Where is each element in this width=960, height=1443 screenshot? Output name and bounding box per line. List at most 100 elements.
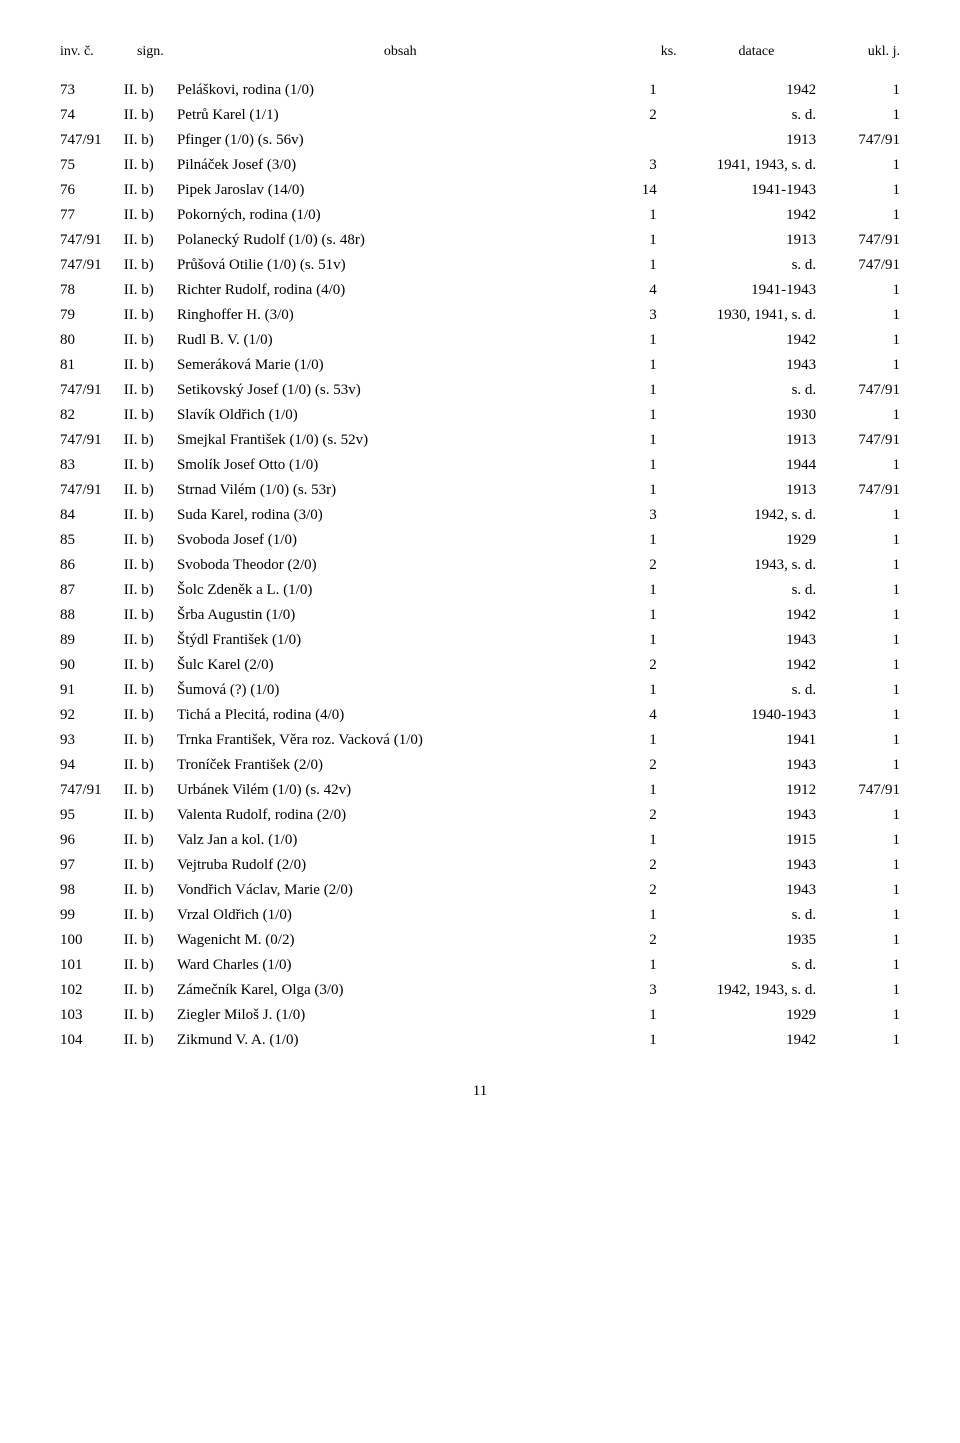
cell-inv: 79	[60, 303, 124, 328]
cell-inv: 747/91	[60, 428, 124, 453]
table-row: 79II. b)Ringhoffer H. (3/0)31930, 1941, …	[60, 303, 900, 328]
cell-datace: s. d.	[677, 253, 836, 278]
cell-ks: 4	[624, 703, 677, 728]
cell-obsah: Rudl B. V. (1/0)	[177, 328, 624, 353]
cell-sign: II. b)	[124, 103, 177, 128]
cell-ks: 1	[624, 1003, 677, 1028]
cell-ukl: 747/91	[836, 478, 900, 503]
cell-datace: 1943	[677, 803, 836, 828]
cell-inv: 78	[60, 278, 124, 303]
cell-ks: 1	[624, 528, 677, 553]
cell-ks: 1	[624, 203, 677, 228]
table-row: 93II. b)Trnka František, Věra roz. Vacko…	[60, 728, 900, 753]
cell-sign: II. b)	[124, 703, 177, 728]
cell-inv: 77	[60, 203, 124, 228]
header-sign: sign.	[124, 40, 177, 78]
header-ks: ks.	[624, 40, 677, 78]
cell-obsah: Vrzal Oldřich (1/0)	[177, 903, 624, 928]
cell-sign: II. b)	[124, 503, 177, 528]
cell-inv: 747/91	[60, 228, 124, 253]
table-row: 81II. b)Semeráková Marie (1/0)119431	[60, 353, 900, 378]
cell-ks: 2	[624, 653, 677, 678]
cell-datace: 1943	[677, 878, 836, 903]
cell-inv: 82	[60, 403, 124, 428]
cell-datace: 1912	[677, 778, 836, 803]
cell-ks: 3	[624, 978, 677, 1003]
table-row: 747/91II. b)Strnad Vilém (1/0) (s. 53r)1…	[60, 478, 900, 503]
cell-sign: II. b)	[124, 1003, 177, 1028]
cell-obsah: Pipek Jaroslav (14/0)	[177, 178, 624, 203]
cell-ukl: 1	[836, 928, 900, 953]
cell-inv: 95	[60, 803, 124, 828]
cell-sign: II. b)	[124, 353, 177, 378]
cell-inv: 90	[60, 653, 124, 678]
table-row: 87II. b)Šolc Zdeněk a L. (1/0)1s. d.1	[60, 578, 900, 603]
cell-obsah: Svoboda Josef (1/0)	[177, 528, 624, 553]
cell-datace: 1941-1943	[677, 178, 836, 203]
cell-sign: II. b)	[124, 178, 177, 203]
cell-sign: II. b)	[124, 303, 177, 328]
cell-datace: 1942	[677, 603, 836, 628]
cell-obsah: Pilnáček Josef (3/0)	[177, 153, 624, 178]
header-inv: inv. č.	[60, 40, 124, 78]
cell-inv: 94	[60, 753, 124, 778]
cell-sign: II. b)	[124, 953, 177, 978]
cell-ks: 1	[624, 253, 677, 278]
cell-obsah: Troníček František (2/0)	[177, 753, 624, 778]
cell-obsah: Polanecký Rudolf (1/0) (s. 48r)	[177, 228, 624, 253]
cell-ukl: 1	[836, 703, 900, 728]
cell-ukl: 747/91	[836, 428, 900, 453]
cell-sign: II. b)	[124, 78, 177, 103]
cell-obsah: Semeráková Marie (1/0)	[177, 353, 624, 378]
cell-datace: 1941	[677, 728, 836, 753]
cell-sign: II. b)	[124, 328, 177, 353]
cell-sign: II. b)	[124, 278, 177, 303]
cell-obsah: Tichá a Plecitá, rodina (4/0)	[177, 703, 624, 728]
cell-sign: II. b)	[124, 203, 177, 228]
table-row: 86II. b)Svoboda Theodor (2/0)21943, s. d…	[60, 553, 900, 578]
table-row: 84II. b)Suda Karel, rodina (3/0)31942, s…	[60, 503, 900, 528]
cell-ks: 1	[624, 403, 677, 428]
cell-ukl: 1	[836, 628, 900, 653]
cell-ukl: 747/91	[836, 228, 900, 253]
table-row: 85II. b)Svoboda Josef (1/0)119291	[60, 528, 900, 553]
cell-obsah: Šrba Augustin (1/0)	[177, 603, 624, 628]
table-row: 92II. b)Tichá a Plecitá, rodina (4/0)419…	[60, 703, 900, 728]
cell-ks	[624, 128, 677, 153]
table-row: 747/91II. b)Průšová Otilie (1/0) (s. 51v…	[60, 253, 900, 278]
cell-ks: 3	[624, 303, 677, 328]
cell-obsah: Suda Karel, rodina (3/0)	[177, 503, 624, 528]
cell-inv: 102	[60, 978, 124, 1003]
cell-sign: II. b)	[124, 878, 177, 903]
cell-datace: 1929	[677, 1003, 836, 1028]
cell-obsah: Pfinger (1/0) (s. 56v)	[177, 128, 624, 153]
cell-obsah: Richter Rudolf, rodina (4/0)	[177, 278, 624, 303]
cell-inv: 104	[60, 1028, 124, 1053]
cell-obsah: Vondřich Václav, Marie (2/0)	[177, 878, 624, 903]
cell-ukl: 1	[836, 203, 900, 228]
cell-ukl: 1	[836, 953, 900, 978]
table-row: 102II. b)Zámečník Karel, Olga (3/0)31942…	[60, 978, 900, 1003]
cell-ukl: 1	[836, 653, 900, 678]
cell-sign: II. b)	[124, 728, 177, 753]
cell-ks: 4	[624, 278, 677, 303]
cell-ukl: 747/91	[836, 253, 900, 278]
cell-ukl: 1	[836, 728, 900, 753]
cell-obsah: Valenta Rudolf, rodina (2/0)	[177, 803, 624, 828]
cell-obsah: Šumová (?) (1/0)	[177, 678, 624, 703]
cell-sign: II. b)	[124, 778, 177, 803]
cell-ks: 1	[624, 728, 677, 753]
table-row: 96II. b)Valz Jan a kol. (1/0)119151	[60, 828, 900, 853]
cell-ks: 1	[624, 1028, 677, 1053]
cell-inv: 99	[60, 903, 124, 928]
cell-ks: 3	[624, 503, 677, 528]
cell-obsah: Zikmund V. A. (1/0)	[177, 1028, 624, 1053]
cell-obsah: Štýdl František (1/0)	[177, 628, 624, 653]
header-obsah: obsah	[177, 40, 624, 78]
table-row: 747/91II. b)Pfinger (1/0) (s. 56v)191374…	[60, 128, 900, 153]
cell-datace: 1942, s. d.	[677, 503, 836, 528]
cell-ks: 2	[624, 103, 677, 128]
cell-sign: II. b)	[124, 153, 177, 178]
table-row: 76II. b)Pipek Jaroslav (14/0)141941-1943…	[60, 178, 900, 203]
cell-datace: s. d.	[677, 678, 836, 703]
